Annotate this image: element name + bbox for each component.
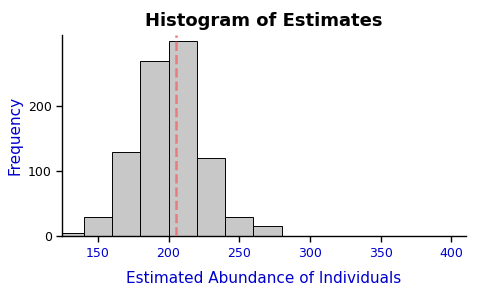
Bar	[84, 217, 112, 236]
X-axis label: Estimated Abundance of Individuals: Estimated Abundance of Individuals	[126, 271, 402, 286]
Bar	[253, 226, 282, 236]
Title: Histogram of Estimates: Histogram of Estimates	[145, 12, 383, 30]
Bar	[112, 151, 140, 236]
Bar	[225, 217, 253, 236]
Bar	[55, 233, 84, 236]
Y-axis label: Frequency: Frequency	[8, 96, 23, 175]
Bar	[140, 60, 168, 236]
Bar	[168, 41, 197, 236]
Bar	[197, 158, 225, 236]
